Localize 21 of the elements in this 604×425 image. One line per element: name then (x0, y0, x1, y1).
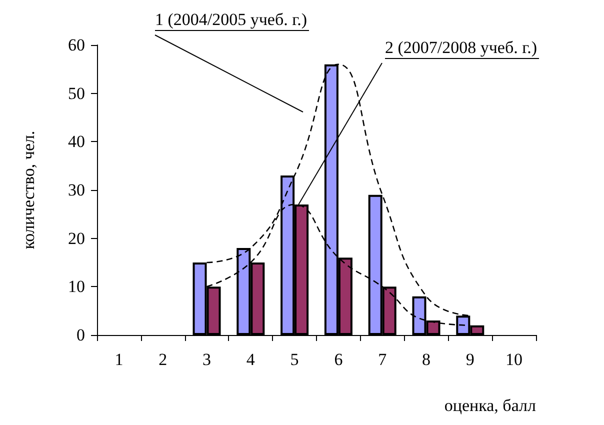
y-axis-title: количество, чел. (19, 130, 38, 250)
x-tick-label: 6 (334, 350, 343, 369)
y-tick-label: 60 (68, 36, 85, 54)
x-tick-label: 4 (246, 350, 256, 369)
y-tick-label: 50 (68, 84, 85, 103)
x-tick-label: 8 (422, 350, 430, 369)
x-tick-label: 3 (202, 350, 211, 369)
x-axis-title: оценка, балл (444, 396, 537, 415)
y-tick-label: 40 (68, 132, 85, 152)
x-tick-label: 2 (158, 350, 168, 369)
y-tick-label: 0 (76, 326, 85, 344)
x-tick-label: 10 (506, 350, 523, 369)
text: 1 (2004/2005 учеб. г.) (155, 10, 310, 31)
y-tick-label: 10 (68, 277, 85, 296)
y-tick-label: 30 (68, 180, 85, 200)
y-tick-label: 20 (68, 228, 85, 248)
x-tick-label: 5 (290, 350, 299, 369)
x-tick-label: 9 (466, 350, 474, 369)
x-tick-label: 1 (114, 350, 124, 369)
annotation: 2 (2007/2008 учеб. г.) (385, 38, 540, 59)
x-tick-label: 7 (378, 350, 388, 369)
